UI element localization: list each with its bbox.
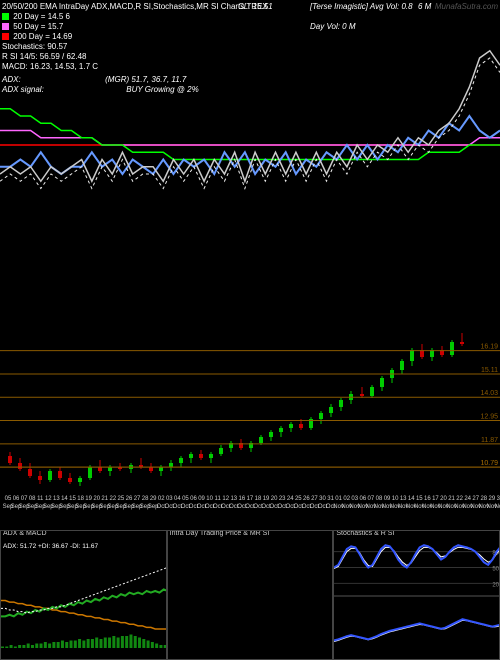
title-right1: [Terse Imagistic] Avg Vol: 0.8: [310, 2, 413, 11]
intraday-panel: Intra Day Trading Price & MR SI: [167, 530, 334, 660]
grid-svg: 8.6116.1915.1114.0312.9511.8710.7910.79: [0, 290, 500, 495]
indicator-header: 20/50/200 EMA IntraDay ADX,MACD,R SI,Sto…: [0, 0, 500, 100]
svg-text:11.87: 11.87: [481, 437, 498, 444]
date-tick: 30Nov: [492, 495, 500, 511]
stochastics-panel: Stochastics & R SI 805020: [333, 530, 500, 660]
square-icon: [2, 23, 9, 30]
panel-title: Intra Day Trading Price & MR SI: [170, 530, 331, 537]
title-left: 20/50/200 EMA IntraDay ADX,MACD,R SI,Sto…: [2, 2, 268, 11]
watermark: MunafaSutra.com: [435, 2, 498, 11]
adx-subtitle: ADX: 51.72 +DI: 36.67 -DI: 11.67: [3, 543, 98, 550]
adx-val: (MGR) 51.7, 36.7, 11.7: [105, 75, 186, 84]
adx-lbl: ADX:: [2, 75, 21, 84]
cl-value: 16.51: [253, 2, 273, 11]
adx-sub-text: ADX: 51.72 +DI: 36.67 -DI: 11.67: [3, 543, 98, 550]
ema50-lbl: 50 Day = 15.7: [13, 22, 63, 31]
ema50-row: 50 Day = 15.7: [2, 22, 63, 31]
candlestick-panel: 8.6116.1915.1114.0312.9511.8710.7910.79: [0, 290, 500, 495]
svg-text:50: 50: [493, 567, 500, 573]
svg-text:14.03: 14.03: [480, 390, 498, 397]
adx-sig-val: BUY Growing @ 2%: [126, 85, 198, 94]
title-mid: CL: 16.51: [238, 2, 273, 11]
svg-text:20: 20: [493, 582, 500, 588]
ema200-row: 200 Day = 14.69: [2, 32, 72, 41]
title-right2: 6 M: [418, 2, 431, 11]
dayvol: Day Vol: 0 M: [310, 22, 356, 31]
ema20-row: 20 Day = 14.5 6: [2, 12, 70, 21]
macd-row: MACD: 16.23, 14.53, 1.7 C: [2, 62, 98, 71]
stoch-svg: 805020: [334, 531, 500, 660]
svg-text:10.79: 10.79: [480, 460, 498, 467]
svg-text:15.11: 15.11: [481, 367, 498, 374]
date-axis: 05Sep06Sep07Sep08Sep11Sep12Sep13Sep14Sep…: [0, 495, 500, 530]
rsi-row: R SI 14/5: 56.59 / 62.48: [2, 52, 87, 61]
stoch-row: Stochastics: 90.57: [2, 42, 67, 51]
square-icon: [2, 33, 9, 40]
ema20-lbl: 20 Day =: [13, 12, 45, 21]
bottom-panels: ADX & MACD ADX: 51.72 +DI: 36.67 -DI: 11…: [0, 530, 500, 660]
square-icon: [2, 13, 9, 20]
ema200-lbl: 200 Day = 14.69: [13, 32, 72, 41]
svg-text:12.95: 12.95: [480, 414, 498, 421]
panel-title: Stochastics & R SI: [336, 530, 497, 537]
adx-macd-panel: ADX & MACD ADX: 51.72 +DI: 36.67 -DI: 11…: [0, 530, 167, 660]
adx-svg: [1, 531, 167, 660]
cl-label: CL:: [238, 2, 250, 11]
adx-row: ADX: (MGR) 51.7, 36.7, 11.7: [2, 75, 186, 84]
svg-text:16.19: 16.19: [480, 344, 498, 351]
adx-sig-lbl: ADX signal:: [2, 85, 44, 94]
adx-signal-row: ADX signal: BUY Growing @ 2%: [2, 85, 199, 94]
panel-title: ADX & MACD: [3, 530, 164, 537]
ema20-val: 14.5 6: [48, 12, 70, 21]
